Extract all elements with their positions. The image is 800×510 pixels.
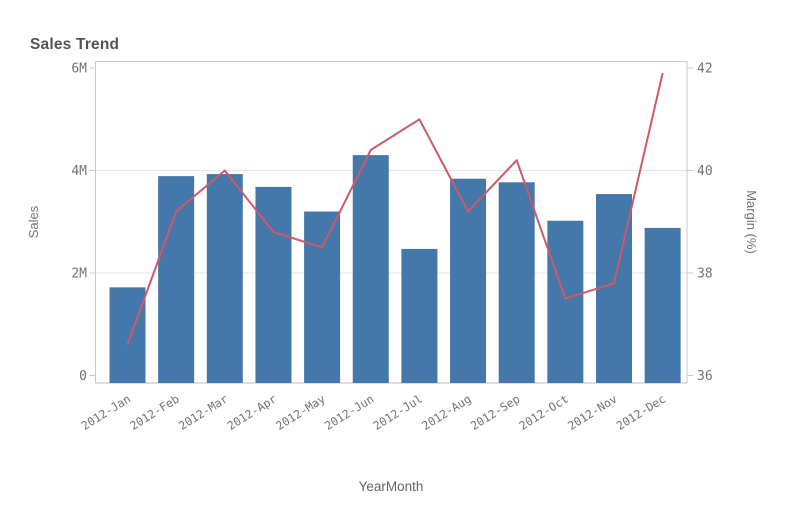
right-axis-tick-label: 38 [697, 267, 713, 282]
x-axis-tick-label[interactable]: 2012-Dec [614, 392, 668, 433]
chart-title: Sales Trend [30, 36, 120, 53]
left-axis-tick-label: 0 [79, 369, 87, 384]
left-axis-tick-labels: 0 2M 4M 6M [71, 62, 87, 385]
margin-axis-title: Margin (%) [744, 190, 759, 254]
sales-bar[interactable] [644, 227, 681, 383]
sales-axis-title: Sales [26, 205, 41, 238]
sales-bar[interactable] [255, 186, 292, 383]
right-axis-tick-label: 42 [697, 62, 713, 77]
x-axis-tick-label[interactable]: 2012-Oct [517, 392, 571, 433]
sales-bar[interactable] [596, 194, 632, 383]
x-axis-tick-label[interactable]: 2012-Aug [419, 392, 473, 433]
bars-layer [109, 155, 681, 384]
left-axis-tick-label: 2M [71, 267, 87, 282]
left-axis-tick-label: 6M [71, 62, 87, 77]
sales-bar[interactable] [158, 176, 195, 383]
left-axis-tick-label: 4M [71, 164, 87, 179]
grid-layer [89, 61, 693, 384]
sales-bar[interactable] [547, 220, 584, 383]
sales-bar[interactable] [498, 182, 535, 383]
right-axis-tick-label: 40 [697, 164, 713, 179]
sales-bar[interactable] [304, 211, 341, 384]
x-axis-tick-label[interactable]: 2012-Sep [468, 392, 522, 433]
sales-bar[interactable] [206, 174, 243, 383]
sales-bar[interactable] [401, 248, 438, 383]
x-axis-tick-labels: 2012-Jan2012-Feb2012-Mar2012-Apr2012-May… [79, 392, 669, 433]
right-axis-tick-label: 36 [697, 369, 713, 384]
margin-line[interactable] [126, 72, 664, 346]
x-axis-title: YearMonth [359, 479, 424, 494]
x-axis-tick-label[interactable]: 2012-Jun [322, 392, 376, 433]
x-axis-tick-label[interactable]: 2012-May [273, 392, 327, 433]
line-layer [126, 72, 664, 346]
sales-bar[interactable] [352, 155, 389, 383]
x-axis-tick-label[interactable]: 2012-Jan [79, 392, 133, 433]
right-axis-tick-labels: 36 38 40 42 [697, 62, 713, 385]
x-axis-tick-label[interactable]: 2012-Mar [176, 392, 230, 433]
x-axis-tick-label[interactable]: 2012-Nov [565, 392, 619, 433]
x-axis-tick-label[interactable]: 2012-Feb [127, 392, 181, 433]
x-axis-tick-label[interactable]: 2012-Jul [371, 392, 425, 433]
sales-bar[interactable] [109, 287, 146, 383]
sales-bar[interactable] [450, 178, 487, 383]
x-axis-tick-label[interactable]: 2012-Apr [225, 392, 279, 433]
